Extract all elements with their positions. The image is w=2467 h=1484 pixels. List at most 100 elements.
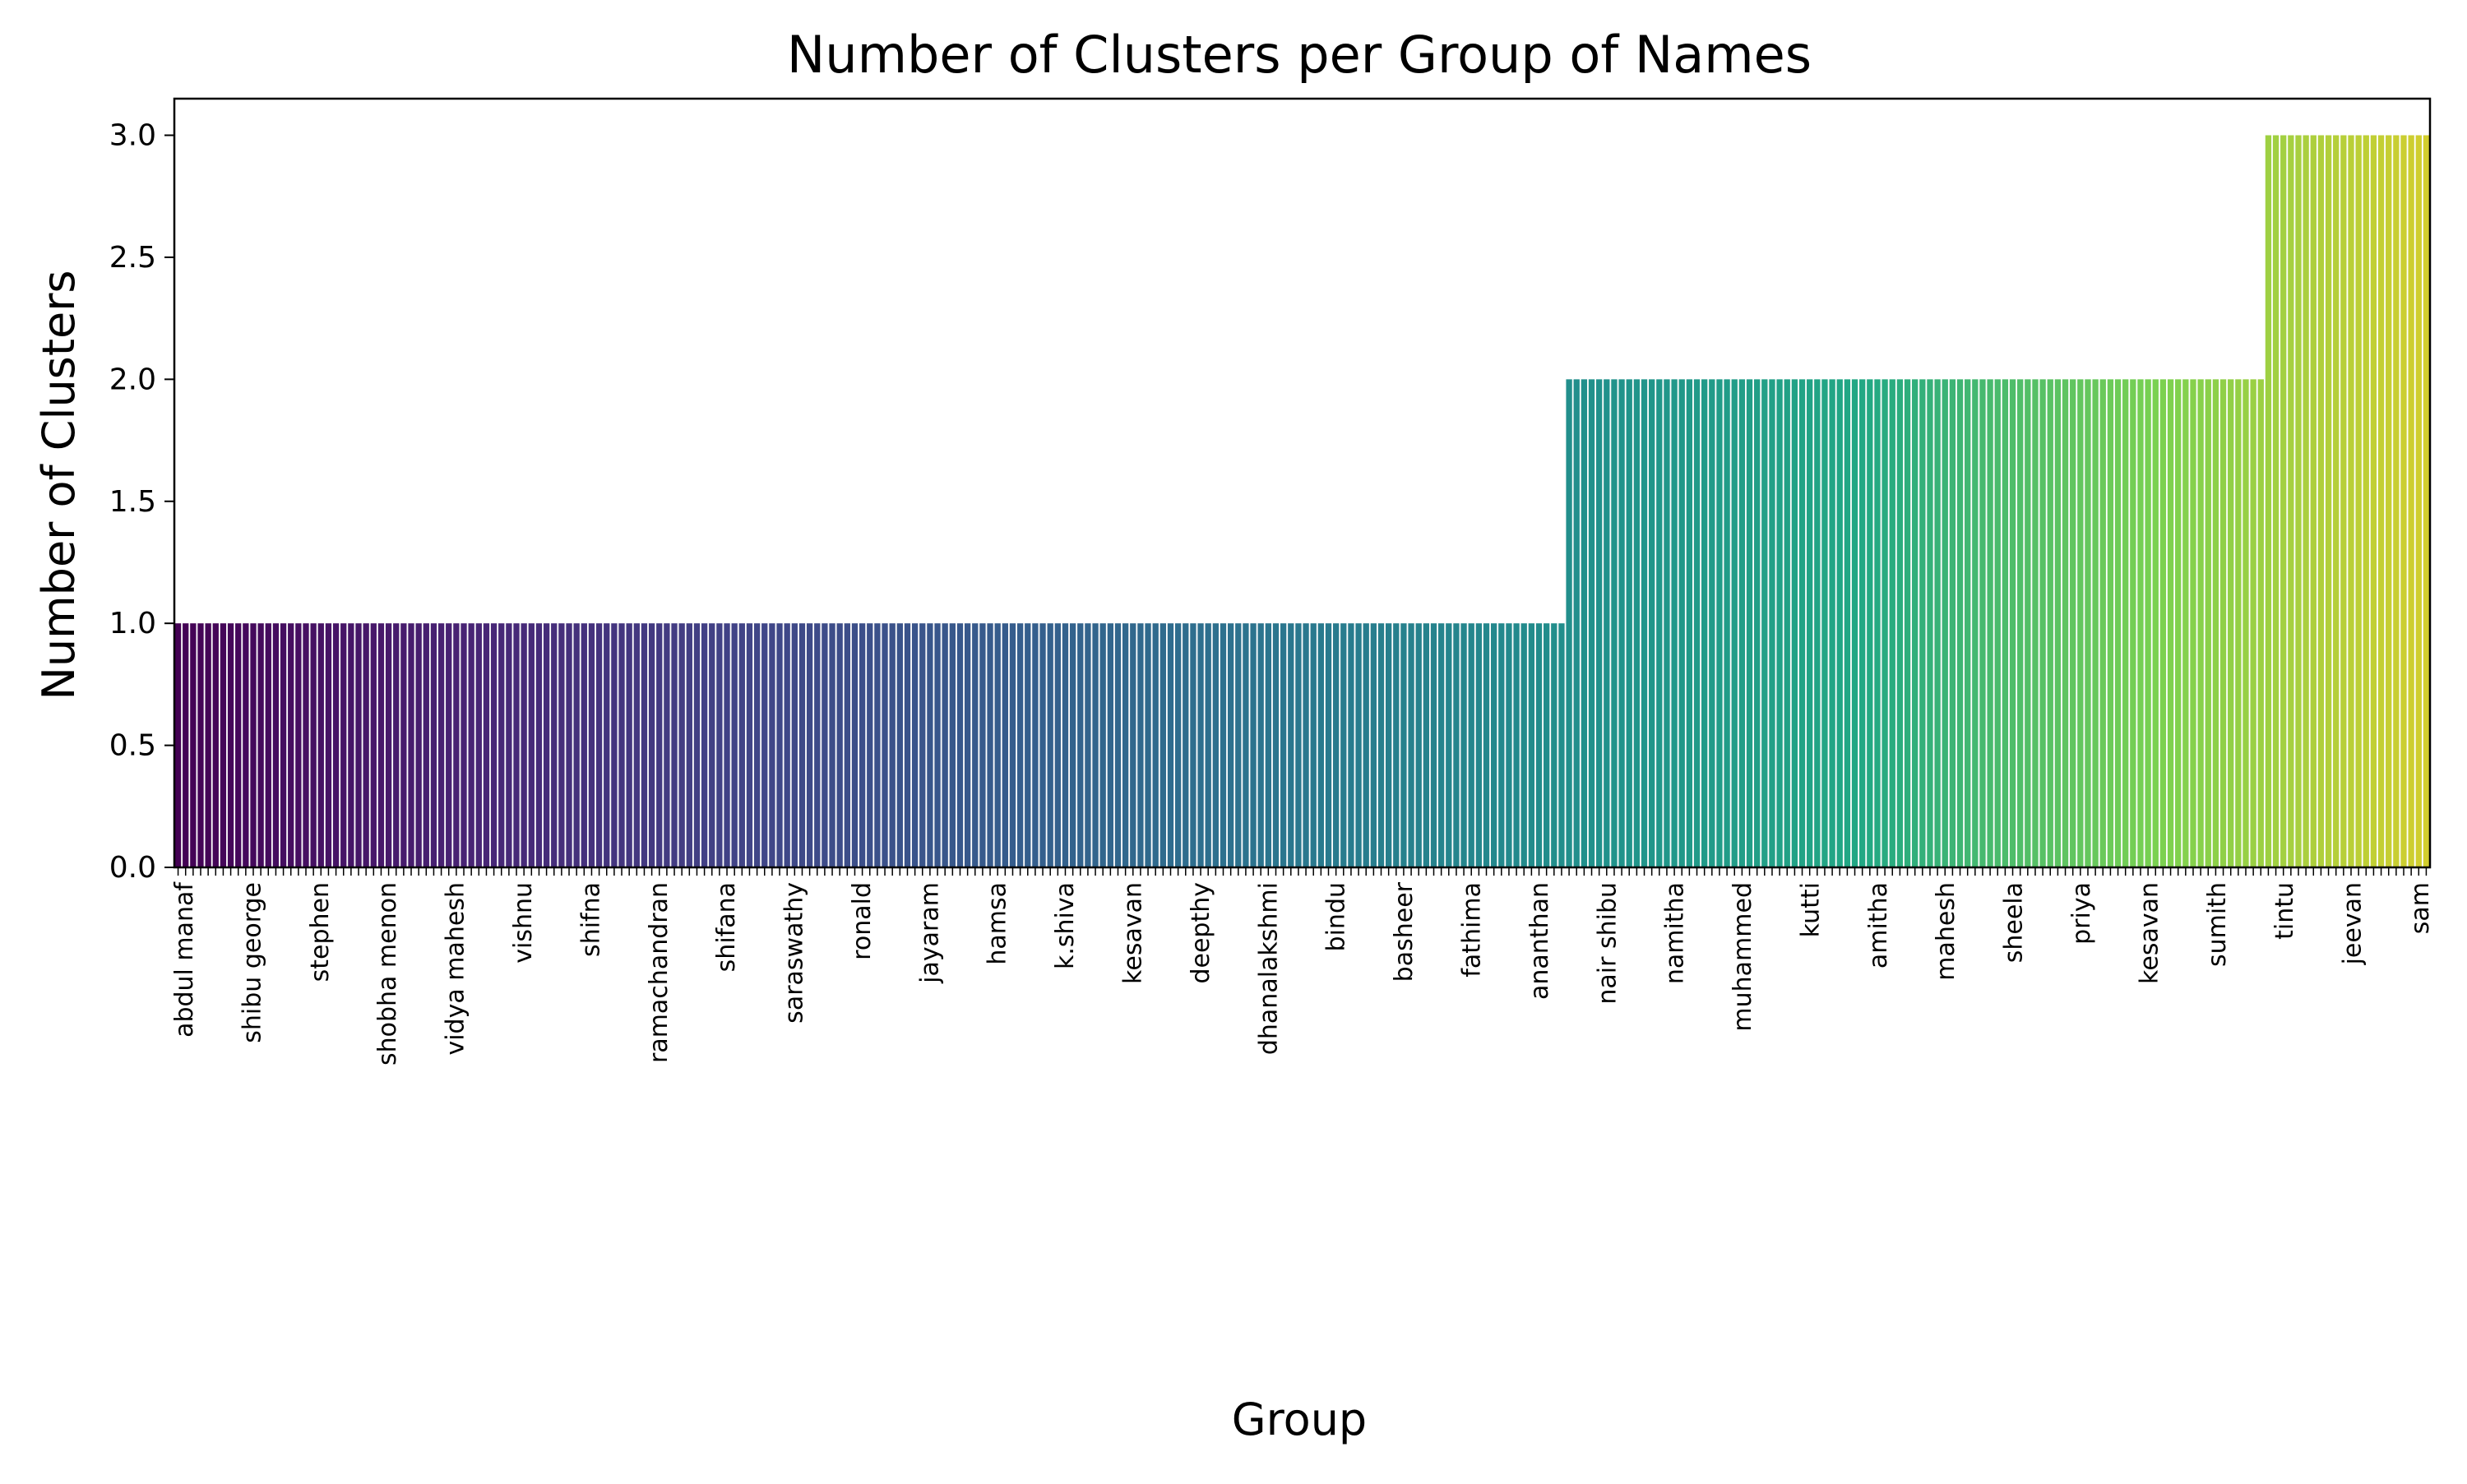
bar: [1016, 623, 1024, 867]
bar: [2250, 379, 2256, 868]
bar: [911, 623, 919, 867]
bar: [1573, 379, 1580, 868]
x-tick-label: sam: [2406, 882, 2435, 934]
bar: [393, 623, 400, 867]
bar: [535, 623, 543, 867]
bar: [1332, 623, 1340, 867]
x-tick-label: hamsa: [984, 882, 1012, 965]
bar: [408, 623, 414, 867]
bar: [882, 623, 888, 867]
bar: [2280, 135, 2287, 867]
bar: [1498, 623, 1505, 867]
bar: [1272, 623, 1280, 867]
bar: [1859, 379, 1866, 868]
x-tick-label: vidya mahesh: [442, 882, 470, 1056]
bar: [325, 623, 332, 867]
bar: [746, 623, 753, 867]
bar: [310, 623, 317, 867]
bar: [1709, 379, 1715, 868]
x-tick-label: tintu: [2270, 882, 2299, 940]
bar: [2122, 379, 2129, 868]
bar: [1099, 623, 1106, 867]
bar: [212, 623, 219, 867]
bar: [896, 623, 903, 867]
bar: [1107, 623, 1113, 867]
bar: [2212, 379, 2219, 868]
bar: [2317, 135, 2325, 867]
bar: [1205, 623, 1211, 867]
bar: [363, 623, 369, 867]
x-tick-label: amitha: [1864, 882, 1893, 969]
bar: [385, 623, 392, 867]
bar: [348, 623, 354, 867]
bar: [1776, 379, 1783, 868]
bar: [1460, 623, 1467, 867]
bar: [1693, 379, 1701, 868]
bar: [581, 623, 587, 867]
bar: [1618, 379, 1625, 868]
category-labels-group: abdul manaf shibu george stephen shobha men…: [170, 881, 2435, 1066]
bar: [1303, 623, 1309, 867]
bar: [753, 623, 761, 867]
bar: [355, 623, 362, 867]
bar: [1355, 623, 1362, 867]
x-tick-label: stephen: [306, 882, 335, 982]
bar: [678, 623, 685, 867]
bar: [611, 623, 618, 867]
bar: [340, 623, 347, 867]
bar: [942, 623, 948, 867]
bar: [1325, 623, 1332, 867]
bar: [250, 623, 257, 867]
bar: [2062, 379, 2069, 868]
y-tick-label: 1.0: [109, 607, 156, 640]
bar: [1114, 623, 1122, 867]
bar: [686, 623, 692, 867]
bar: [1520, 623, 1527, 867]
bar: [1814, 379, 1821, 868]
bar: [874, 623, 881, 867]
bar: [1047, 623, 1053, 867]
bar: [701, 623, 708, 867]
y-tick-label: 3.0: [109, 119, 156, 153]
bar: [468, 623, 474, 867]
bar: [1965, 379, 1971, 868]
bar: [1453, 623, 1460, 867]
bar: [1604, 379, 1610, 868]
bar: [1212, 623, 1219, 867]
bar: [2017, 379, 2024, 868]
bar: [551, 623, 558, 867]
bar: [1077, 623, 1084, 867]
bar: [1949, 379, 1956, 868]
x-tick-label: sumith: [2203, 882, 2232, 967]
x-tick-label: shifna: [576, 882, 605, 957]
bar: [2363, 135, 2369, 867]
bar: [2197, 379, 2204, 868]
bar: [1746, 379, 1753, 868]
bar: [595, 623, 603, 867]
y-tick-label: 2.0: [109, 363, 156, 396]
bar: [1393, 623, 1400, 867]
bar: [1889, 379, 1895, 868]
bar: [2152, 379, 2159, 868]
bar: [400, 623, 407, 867]
x-tick-label: priya: [2067, 882, 2096, 945]
bar: [1288, 623, 1294, 867]
bar: [257, 623, 264, 867]
bar: [1348, 623, 1354, 867]
x-ticks-group: [177, 867, 2428, 876]
bar: [1137, 623, 1144, 867]
x-tick-label: bindu: [1322, 882, 1351, 951]
bar: [1415, 623, 1422, 867]
bar: [1250, 623, 1257, 867]
bar: [2393, 135, 2400, 867]
bar: [776, 623, 783, 867]
bar: [1400, 623, 1407, 867]
bar: [1385, 623, 1392, 867]
bar: [573, 623, 580, 867]
bar: [604, 623, 610, 867]
x-tick-label: shobha menon: [373, 882, 402, 1066]
bar: [220, 623, 227, 867]
bar: [2114, 379, 2122, 868]
